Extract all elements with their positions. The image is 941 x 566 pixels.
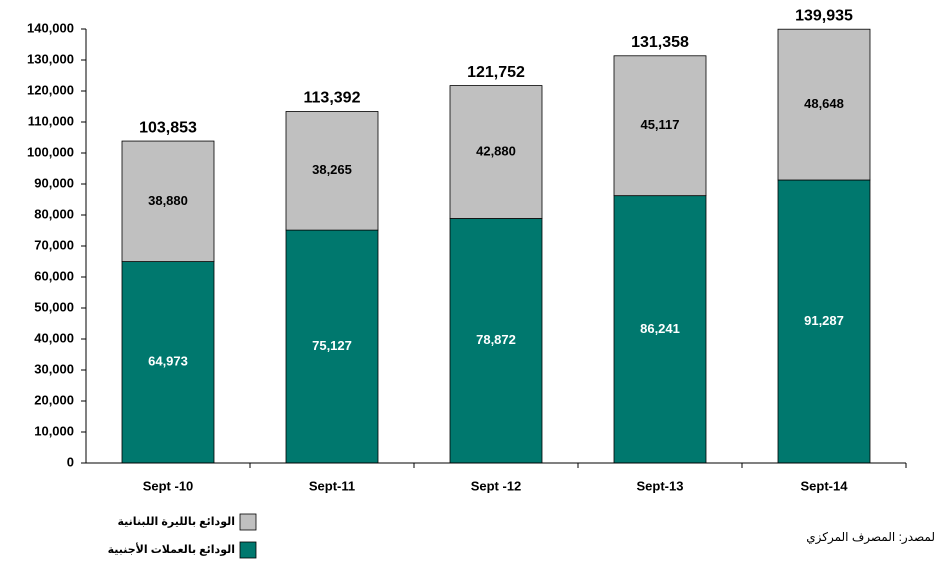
- x-tick-label: Sept-14: [801, 478, 849, 493]
- y-tick-label: 40,000: [34, 330, 74, 345]
- x-tick-label: Sept -12: [471, 478, 522, 493]
- y-tick-label: 90,000: [34, 175, 74, 190]
- legend-swatch: [239, 541, 257, 559]
- value-label: 75,127: [312, 338, 352, 353]
- bar-segment: [613, 195, 707, 464]
- value-label: 38,265: [312, 162, 352, 177]
- y-tick-label: 20,000: [34, 392, 74, 407]
- y-tick-label: 60,000: [34, 268, 74, 283]
- y-tick-label: 130,000: [27, 51, 74, 66]
- total-label: 139,935: [795, 7, 853, 24]
- value-label: 86,241: [640, 321, 680, 336]
- value-label: 91,287: [804, 313, 844, 328]
- bar-segment: [121, 261, 215, 464]
- y-tick-label: 50,000: [34, 299, 74, 314]
- bar-segment: [777, 179, 871, 464]
- value-label: 45,117: [640, 117, 679, 132]
- y-tick-label: 100,000: [27, 144, 74, 159]
- bar-segment: [449, 85, 543, 219]
- value-label: 64,973: [148, 354, 188, 369]
- value-label: 42,880: [476, 143, 516, 158]
- y-tick-label: 10,000: [34, 423, 74, 438]
- value-label: 38,880: [148, 193, 188, 208]
- bar-segment: [777, 28, 871, 181]
- y-tick-label: 120,000: [27, 82, 74, 97]
- bar-segment: [285, 111, 379, 231]
- x-tick-label: Sept -10: [143, 478, 194, 493]
- y-tick-label: 0: [67, 454, 74, 469]
- value-label: 48,648: [804, 96, 844, 111]
- y-tick-label: 110,000: [28, 113, 74, 128]
- bar-segment: [449, 218, 543, 464]
- legend-label: الودائع بالليرة اللبنانية: [118, 516, 235, 528]
- total-label: 113,392: [304, 90, 361, 107]
- bar-segment: [121, 140, 215, 262]
- y-tick-label: 80,000: [34, 206, 74, 221]
- total-label: 121,752: [467, 64, 525, 81]
- x-tick-label: Sept-13: [637, 478, 684, 493]
- legend-swatch: [239, 513, 257, 531]
- source-note: لمصدر: المصرف المركزي: [806, 530, 935, 545]
- x-tick-label: Sept-11: [309, 478, 355, 493]
- total-label: 103,853: [139, 119, 197, 136]
- legend-label: الودائع بالعملات الأجنبية: [108, 542, 235, 556]
- bar-segment: [613, 55, 707, 197]
- y-tick-label: 30,000: [34, 361, 74, 376]
- value-label: 78,872: [476, 332, 516, 347]
- y-tick-label: 70,000: [34, 237, 74, 252]
- y-tick-label: 140,000: [27, 20, 74, 35]
- total-label: 131,358: [631, 34, 689, 51]
